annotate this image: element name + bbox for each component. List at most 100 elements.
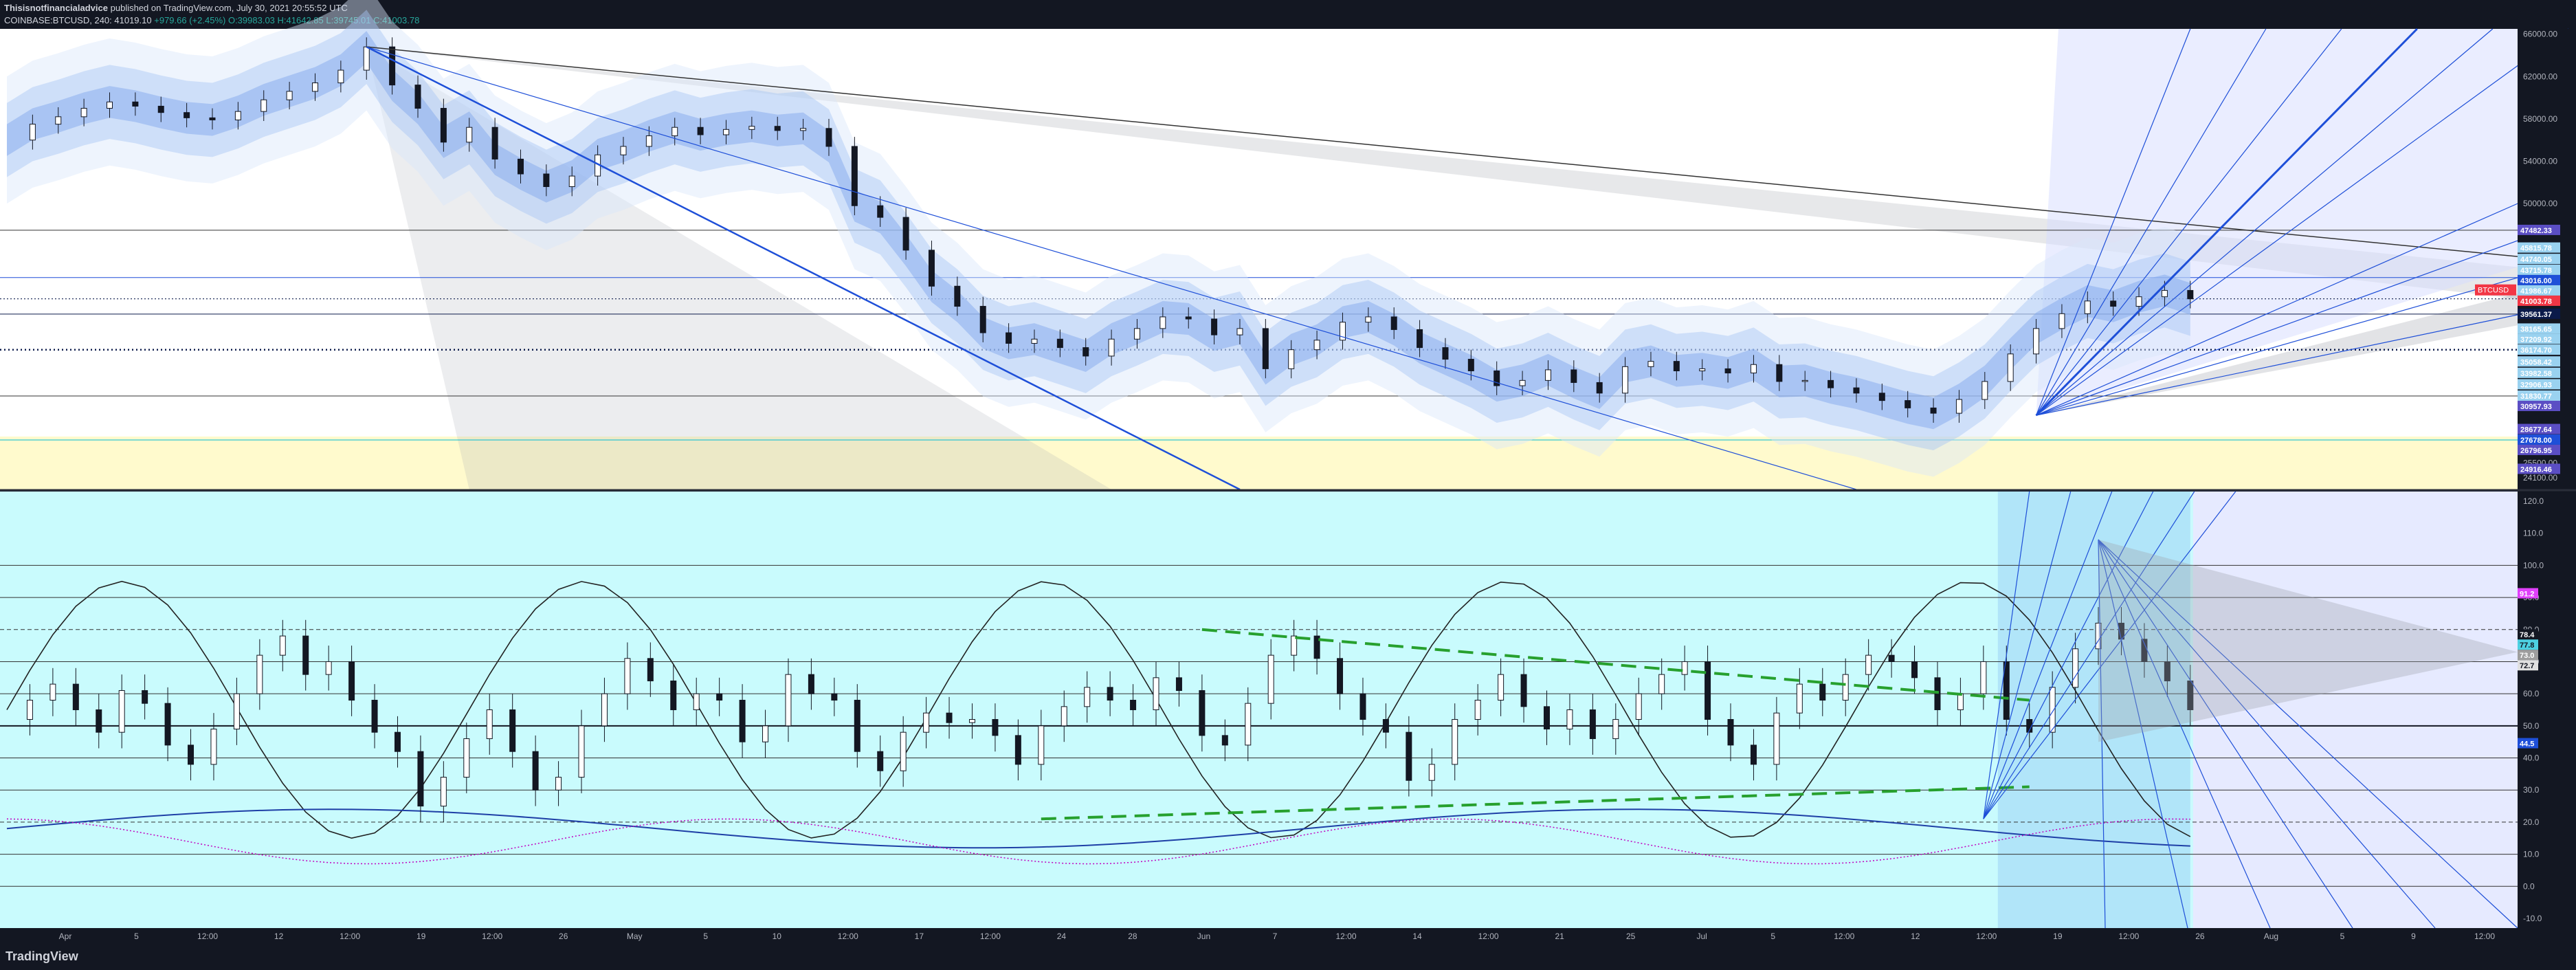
oscillator-axis-tick-label: 30.0	[2523, 785, 2540, 795]
price-candle	[1288, 349, 1295, 369]
slow-line	[6, 808, 2190, 849]
trendline	[366, 46, 1241, 491]
fan-line	[2036, 203, 2518, 416]
price-candle	[1467, 359, 1474, 371]
price-value-label: 32906.93	[2520, 381, 2552, 389]
oscillator-candle	[233, 693, 240, 730]
price-candle	[620, 146, 627, 155]
price-value-badge	[2518, 254, 2560, 265]
price-candle	[1570, 369, 1577, 383]
oscillator-candle	[808, 674, 814, 694]
oscillator-fan-line	[1983, 491, 2195, 819]
price-candle	[697, 126, 704, 135]
price-value-badge	[2518, 274, 2560, 285]
price-pane[interactable]: 66000.00 62000.00 58000.00 54000.00 50000.00…	[0, 0, 2576, 492]
price-candle	[184, 112, 190, 118]
price-value-label: 41986.67	[2520, 287, 2552, 296]
oscillator-candle	[210, 729, 217, 765]
price-candle	[1159, 316, 1166, 329]
symbol-line: COINBASE:BTCUSD, 240: 41019.10 +979.66 (…	[4, 15, 420, 25]
price-candle	[1647, 361, 1654, 367]
price-value-label: 24916.46	[2520, 465, 2552, 474]
time-axis-tick-label: Jul	[1697, 932, 1707, 941]
oscillator-axis-tick-label: 40.0	[2523, 753, 2540, 763]
oscillator-candle	[256, 654, 263, 694]
price-candle	[645, 135, 652, 147]
oscillator-candle	[348, 661, 355, 701]
price-candle	[1519, 379, 1526, 386]
price-candle	[774, 126, 781, 131]
price-value-label: 41003.78	[2520, 298, 2552, 306]
oscillator-candle	[1337, 658, 1344, 694]
oscillator-candle	[1934, 677, 1941, 711]
price-axis-tick-label: 50000.00	[2523, 199, 2557, 208]
oscillator-candle	[72, 683, 79, 710]
oscillator-candle	[463, 738, 470, 778]
price-candle	[1724, 368, 1731, 374]
price-candle	[748, 126, 755, 130]
time-axis[interactable]: Apr 5 12:00 12 12:00 19 12:00 26 May 5 10 12:00 17 12…	[0, 928, 2576, 943]
price-candle	[1776, 364, 1783, 382]
oscillator-candle	[486, 709, 493, 740]
oscillator-candle	[1658, 674, 1665, 694]
oscillator-candle	[739, 699, 746, 742]
projection-wedge	[366, 47, 2518, 299]
price-candle	[2187, 289, 2194, 300]
oscillator-candle	[1221, 735, 1228, 746]
publisher-name[interactable]: Thisisnotfinancialadvice	[4, 3, 108, 13]
time-axis-tick-label: 12:00	[980, 932, 1001, 941]
trendline	[366, 46, 1857, 490]
oscillator-value-label: 77.8	[2520, 641, 2534, 650]
price-candle	[1417, 329, 1423, 349]
price-candle	[1262, 328, 1269, 369]
price-candle	[1494, 370, 1500, 386]
ohlc-open: O:39983.03	[227, 15, 275, 25]
price-candle	[1442, 347, 1449, 360]
price-candle	[1622, 366, 1629, 394]
tradingview-logo: TradingView	[5, 949, 78, 963]
price-candle	[389, 46, 396, 86]
ohlc-close: C:41003.78	[373, 15, 420, 25]
price-value-label: 30957.93	[2520, 403, 2552, 411]
oscillator-candle	[992, 719, 999, 736]
price-candle	[2135, 296, 2142, 307]
price-axis-tick-label: 54000.00	[2523, 157, 2557, 166]
price-band	[7, 31, 2190, 430]
price-axis-tick-label: 24100.00	[2523, 473, 2557, 483]
oscillator-candle	[1175, 677, 1182, 691]
oscillator-candle	[1199, 690, 1206, 736]
price-candle	[2058, 313, 2065, 329]
time-axis-tick-label: 12:00	[1834, 932, 1854, 941]
oscillator-fan-line	[2098, 539, 2188, 929]
price-candle	[1031, 338, 1038, 344]
price-candle	[1082, 347, 1089, 357]
oscillator-value-badge	[2518, 639, 2538, 650]
time-axis-tick-label: 12:00	[838, 932, 858, 941]
publish-line: Thisisnotfinancialadvice published on Tr…	[4, 3, 348, 13]
price-candle	[311, 82, 318, 92]
time-axis-tick-label: Aug	[2264, 932, 2278, 941]
oscillator-candle	[188, 745, 195, 765]
price-value-label: 28677.64	[2520, 426, 2553, 434]
oscillator-pane[interactable]: 120.0110.0100.090.080.070.060.050.040.03…	[0, 491, 2576, 929]
price-candle	[260, 99, 267, 112]
trendline	[366, 46, 2518, 257]
oscillator-candle	[302, 635, 309, 675]
oscillator-candle	[1980, 661, 1987, 694]
price-candle	[543, 173, 550, 187]
oscillator-fan-line	[1983, 491, 2030, 819]
oscillator-candle	[1474, 699, 1481, 720]
oscillator-candle	[1612, 719, 1619, 740]
oscillator-candle	[142, 690, 148, 704]
price-value-badge	[2518, 434, 2560, 445]
oscillator-value-label: 44.5	[2520, 740, 2534, 749]
oscillator-fan-line	[2098, 540, 2106, 929]
time-axis-tick-label: 26	[2195, 932, 2205, 941]
oscillator-candle	[716, 693, 723, 701]
price-candle	[1828, 379, 1834, 388]
oscillator-value-badge	[2518, 738, 2538, 749]
price-candle	[414, 85, 421, 109]
oscillator-candle	[1291, 635, 1298, 656]
price-candle	[29, 124, 36, 141]
